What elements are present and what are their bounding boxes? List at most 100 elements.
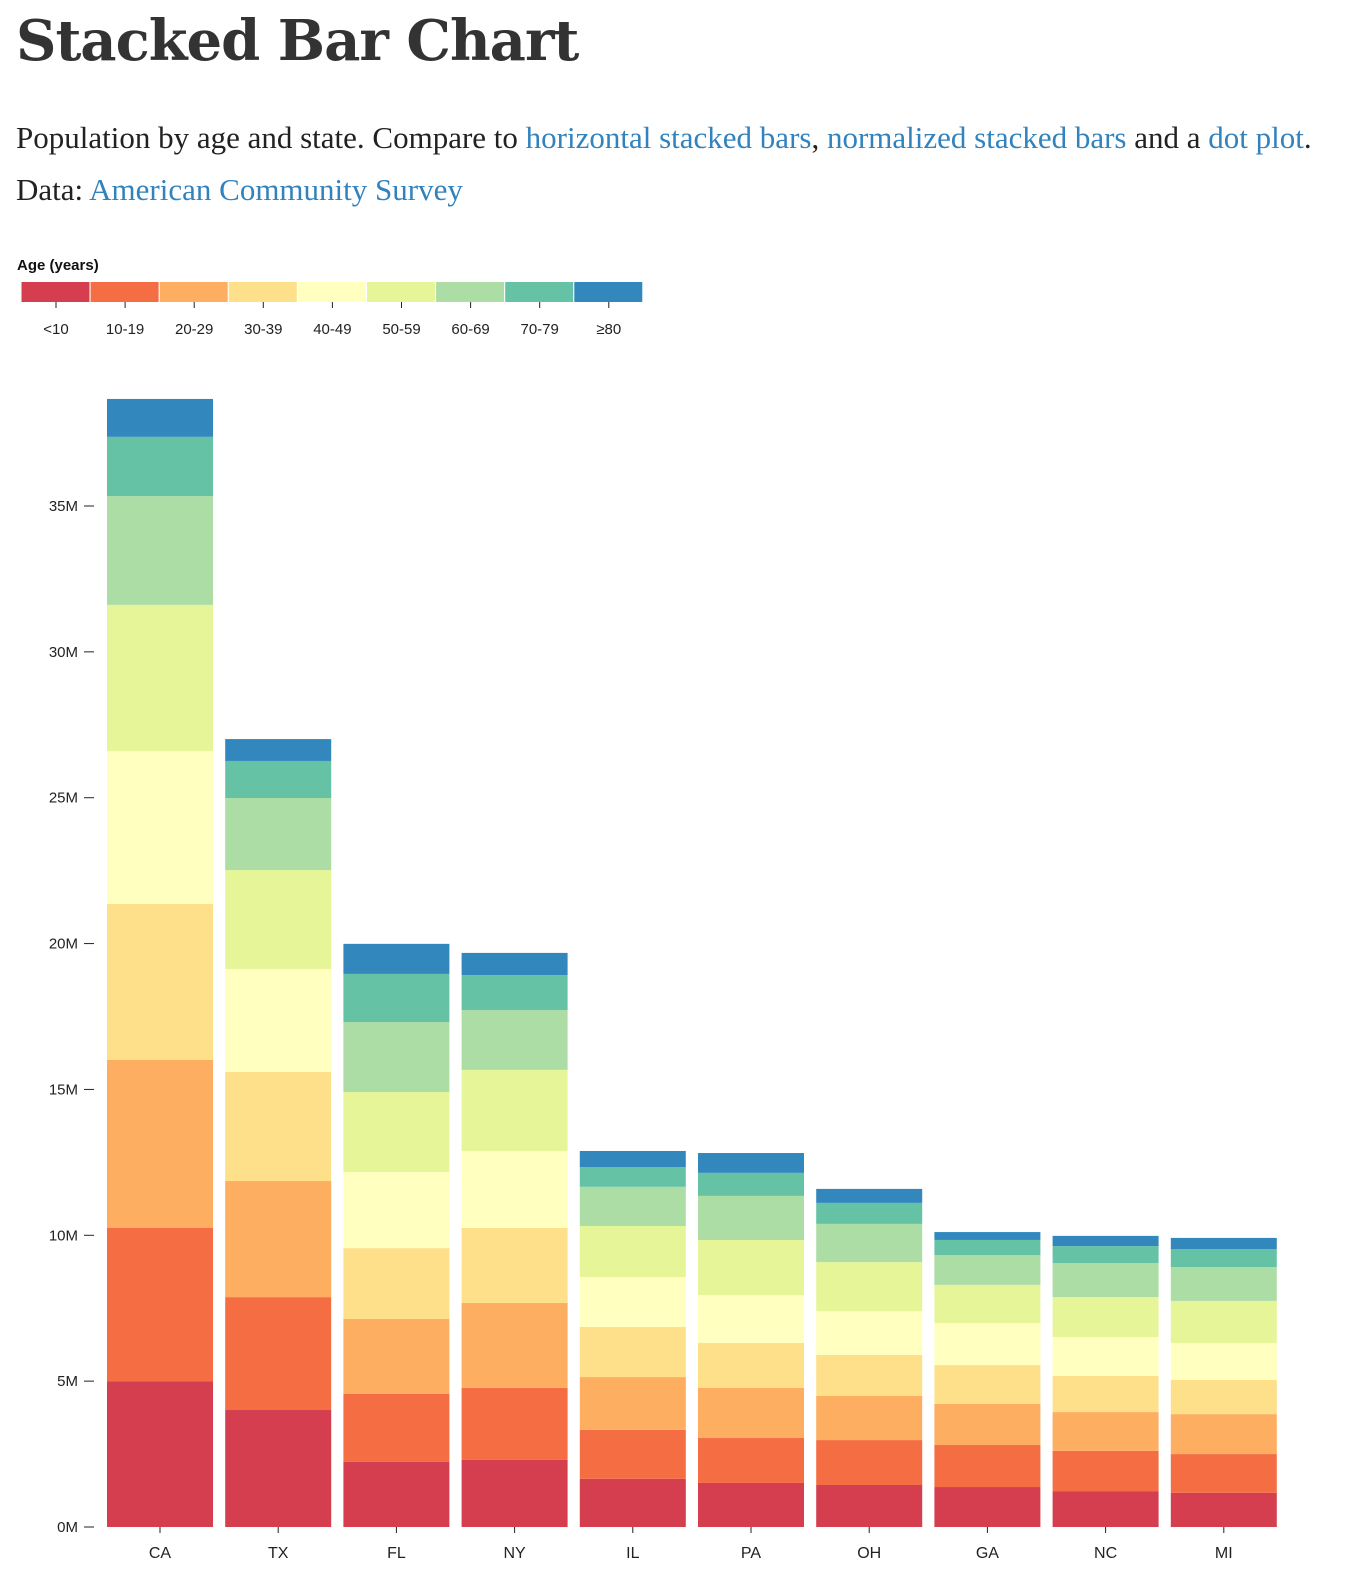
bar-segment <box>934 1232 1041 1240</box>
bar-segment <box>579 1478 686 1527</box>
bar-segment <box>579 1429 686 1479</box>
bar-segment <box>579 1167 686 1187</box>
bar-segment <box>1170 1237 1277 1249</box>
link-normalized-stacked-bars[interactable]: normalized stacked bars <box>826 120 1127 155</box>
bar-segment <box>225 1181 332 1298</box>
bar-segment <box>1052 1412 1159 1451</box>
bar-segment <box>698 1153 804 1173</box>
legend-label: 50-59 <box>382 321 420 338</box>
x-tick-label: TX <box>268 1545 289 1562</box>
legend-label: ≥80 <box>596 321 621 338</box>
y-tick-label: 25M <box>49 790 78 807</box>
bar-segment <box>107 1059 213 1228</box>
legend-label: 20-29 <box>175 321 213 338</box>
bar-segment <box>1170 1248 1277 1268</box>
legend-swatch <box>436 282 505 302</box>
bar-segment <box>107 903 213 1060</box>
y-tick-label: 10M <box>49 1227 78 1244</box>
bar-segment <box>1170 1342 1277 1380</box>
bar-segment <box>816 1188 923 1203</box>
bar-segment <box>107 751 213 904</box>
bar-segment <box>343 1461 450 1527</box>
x-tick-label: IL <box>626 1545 639 1562</box>
bar-segment <box>1052 1262 1159 1298</box>
x-tick-label: FL <box>387 1545 406 1562</box>
bars <box>107 398 1277 1527</box>
bar-segment <box>934 1365 1041 1404</box>
x-tick-label: PA <box>741 1545 761 1562</box>
bar-segment <box>816 1484 923 1527</box>
bar-segment <box>107 496 213 605</box>
legend-swatch <box>228 282 297 302</box>
bar-segment <box>225 968 332 1072</box>
bar-segment <box>698 1482 804 1527</box>
bar-segment <box>1052 1337 1159 1376</box>
bar-segment <box>461 1387 568 1460</box>
bar-segment <box>1052 1450 1159 1492</box>
bar-segment <box>225 739 332 761</box>
bar-segment <box>225 1297 332 1411</box>
desc-text: . Data: <box>16 120 1312 207</box>
x-tick-label: OH <box>857 1545 881 1562</box>
desc-text: Population by age and state. Compare to <box>16 120 526 155</box>
bar-segment <box>579 1225 686 1278</box>
legend-label: 30-39 <box>244 321 282 338</box>
bar-segment <box>934 1239 1041 1256</box>
bar-segment <box>461 952 568 976</box>
bar-segment <box>461 1227 568 1303</box>
bar-segment <box>1170 1300 1277 1343</box>
bar-segment <box>343 1393 450 1462</box>
bar-segment <box>816 1262 923 1312</box>
bar-segment <box>934 1445 1041 1488</box>
bar-segment <box>934 1323 1041 1366</box>
bar-segment <box>461 1302 568 1388</box>
bar-segment <box>225 798 332 871</box>
y-axis: 0M 5M 10M 15M 20M 25M 30M 35M <box>49 498 94 1536</box>
bar-segment <box>816 1223 923 1263</box>
bar-segment <box>1170 1454 1277 1493</box>
legend-swatch <box>21 282 90 302</box>
bar-segment <box>1170 1492 1277 1527</box>
bar-segment <box>1052 1375 1159 1413</box>
bar-segment <box>934 1403 1041 1446</box>
bar-segment <box>579 1377 686 1430</box>
bar-segment <box>698 1387 804 1439</box>
bar-segment <box>816 1396 923 1441</box>
link-american-community-survey[interactable]: American Community Survey <box>89 172 463 207</box>
bar-segment <box>1170 1379 1277 1415</box>
bar-segment <box>816 1311 923 1355</box>
bar-segment <box>816 1354 923 1397</box>
bar-segment <box>934 1255 1041 1285</box>
desc-text: , <box>811 120 827 155</box>
bar-segment <box>1170 1267 1277 1301</box>
x-tick-label: MI <box>1215 1545 1233 1562</box>
y-tick-label: 20M <box>49 936 78 953</box>
bar-segment <box>107 1381 213 1527</box>
legend-label: 10-19 <box>106 321 144 338</box>
bar-segment <box>579 1150 686 1168</box>
bar-segment <box>107 1227 213 1382</box>
bar-segment <box>698 1438 804 1483</box>
legend-swatch <box>367 282 435 302</box>
y-tick-label: 5M <box>57 1373 78 1390</box>
bar-segment <box>579 1326 686 1378</box>
bar-segment <box>461 1459 568 1527</box>
y-tick-label: 0M <box>57 1519 78 1536</box>
link-horizontal-stacked-bars[interactable]: horizontal stacked bars <box>525 120 812 155</box>
bar-segment <box>816 1202 923 1224</box>
legend-label: 40-49 <box>313 321 351 338</box>
bar-segment <box>698 1172 804 1196</box>
link-dot-plot[interactable]: dot plot <box>1208 120 1304 155</box>
bar-segment <box>107 604 213 752</box>
bar-segment <box>461 1150 568 1228</box>
bar-segment <box>343 973 450 1023</box>
y-tick-label: 35M <box>49 498 78 515</box>
bar-segment <box>1052 1297 1159 1338</box>
bar-segment <box>698 1295 804 1343</box>
x-axis: CA TX FL NY IL PA OH GA NC MI <box>149 1527 1233 1562</box>
bar-segment <box>579 1277 686 1327</box>
x-tick-label: CA <box>149 1545 172 1562</box>
bar-segment <box>934 1284 1041 1324</box>
bar-segment <box>343 1319 450 1394</box>
description: Population by age and state. Compare to … <box>16 112 1316 216</box>
